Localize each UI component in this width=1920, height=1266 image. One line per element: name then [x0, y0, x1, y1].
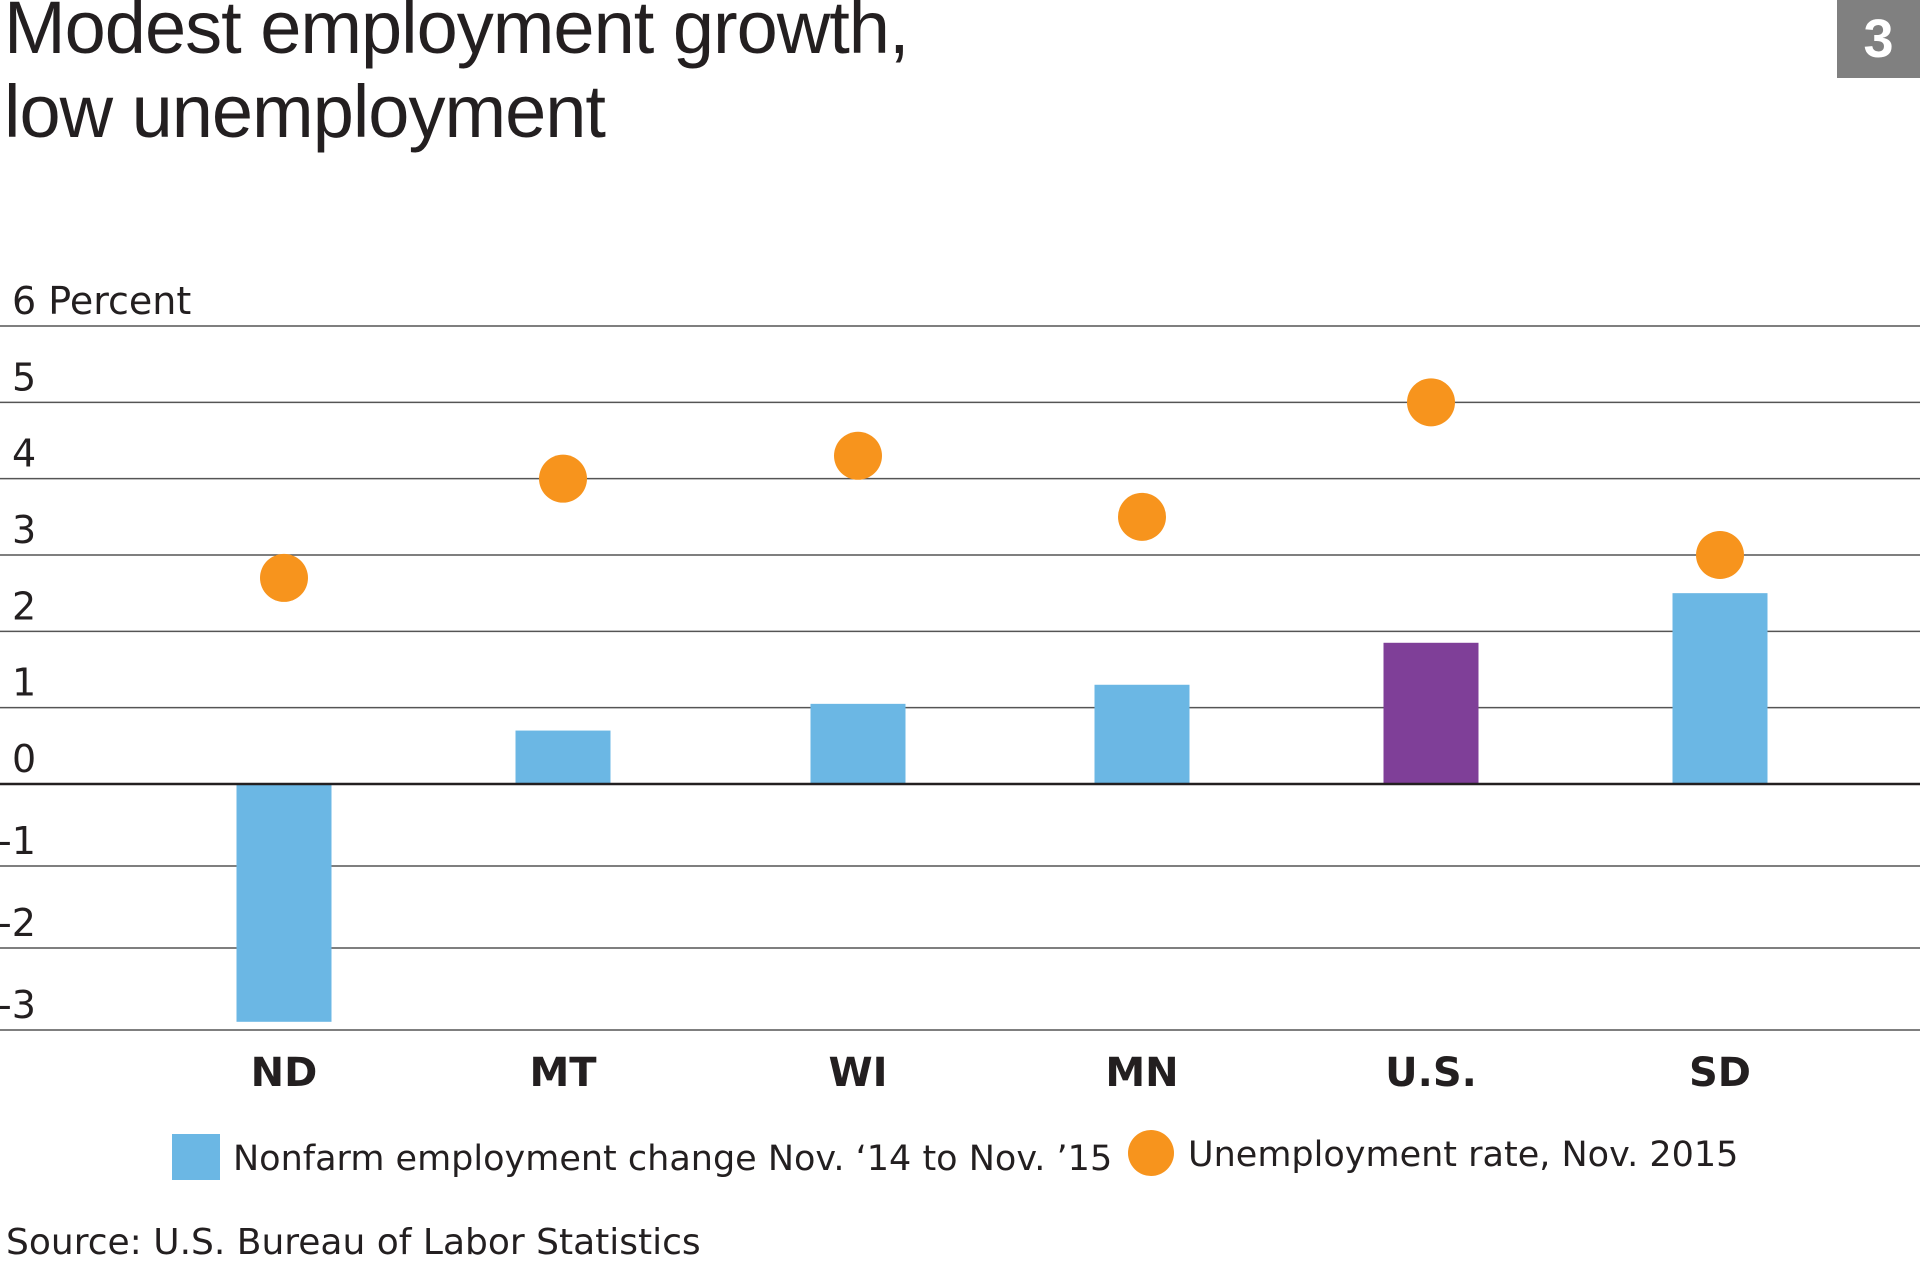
y-tick-label: -2 — [0, 901, 36, 945]
dot — [260, 553, 308, 602]
category-label: ND — [251, 1050, 318, 1096]
chart-title: Modest employment growth, low unemployme… — [4, 0, 910, 154]
legend-label-dot: Unemployment rate, Nov. 2015 — [1188, 1135, 1738, 1175]
y-tick-label: -1 — [0, 819, 36, 863]
legend: Nonfarm employment change Nov. ‘14 to No… — [172, 1130, 1738, 1180]
figure-number-badge: 3 — [1837, 0, 1920, 78]
y-tick-label: 6 Percent — [12, 279, 191, 323]
legend-swatch-dot — [1128, 1130, 1174, 1176]
category-label: SD — [1689, 1050, 1751, 1096]
bars — [236, 593, 1768, 1022]
bar — [1094, 684, 1190, 784]
dot — [1118, 492, 1166, 541]
category-label: WI — [828, 1050, 887, 1096]
y-tick-label: 0 — [12, 737, 36, 781]
category-label: MT — [529, 1050, 597, 1096]
bar — [810, 703, 906, 784]
legend-swatch-bar — [172, 1134, 220, 1180]
chart-title-line-2: low unemployment — [4, 70, 606, 153]
category-label: U.S. — [1385, 1050, 1477, 1096]
bar — [1672, 593, 1768, 784]
chart-title-line-1: Modest employment growth, — [4, 0, 910, 69]
dot — [834, 431, 882, 480]
category-label: MN — [1105, 1050, 1178, 1096]
dot — [1696, 531, 1744, 579]
y-tick-label: 3 — [12, 508, 36, 552]
y-tick-label: 5 — [12, 355, 36, 399]
y-tick-label: 2 — [12, 584, 36, 628]
dots — [260, 378, 1744, 602]
y-axis-tick-labels: 6 Percent 5 4 3 2 1 0 -1 -2 -3 — [0, 279, 191, 1027]
source-note: Source: U.S. Bureau of Labor Statistics — [6, 1222, 701, 1263]
dot — [539, 454, 587, 503]
legend-label-bar: Nonfarm employment change Nov. ‘14 to No… — [233, 1139, 1112, 1179]
x-axis-category-labels: ND MT WI MN U.S. SD — [251, 1050, 1751, 1096]
y-tick-label: -3 — [0, 983, 36, 1027]
dot — [1407, 378, 1455, 427]
y-tick-label: 4 — [12, 432, 36, 476]
bar — [1383, 642, 1479, 784]
bar — [236, 784, 332, 1022]
y-tick-label: 1 — [12, 661, 36, 705]
bar — [515, 730, 611, 784]
